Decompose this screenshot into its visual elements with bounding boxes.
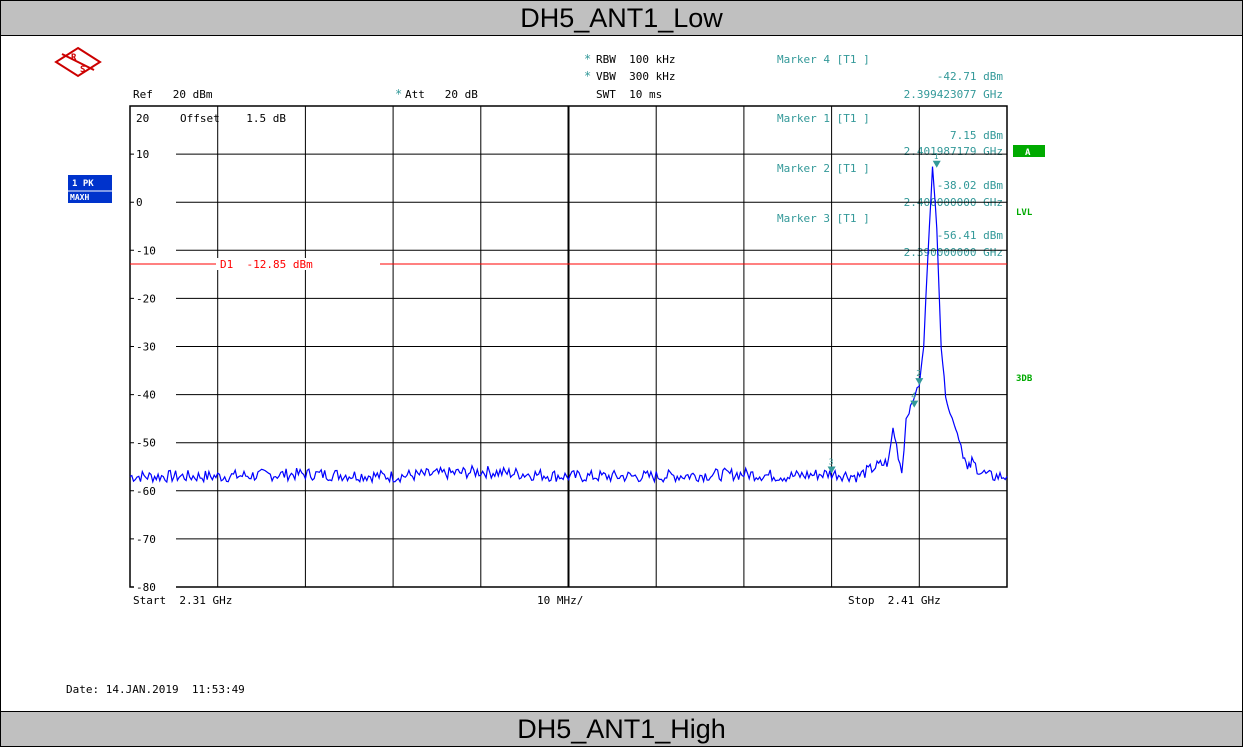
offset-label: Offset 1.5 dB	[180, 112, 286, 125]
display-line-label: D1 -12.85 dBm	[220, 258, 313, 271]
att-label: Att 20 dB	[405, 88, 478, 101]
y-tick-label: -70	[136, 533, 156, 546]
vbw-star: *	[584, 69, 591, 83]
svg-text:S: S	[80, 65, 85, 75]
y-tick-label: -30	[136, 341, 156, 354]
att-star: *	[395, 87, 402, 101]
marker1-label: Marker 1 [T1 ]	[777, 112, 870, 125]
marker2-label: Marker 2 [T1 ]	[777, 162, 870, 175]
db3-label: 3DB	[1016, 374, 1033, 384]
rbw-star: *	[584, 52, 591, 66]
marker-4-label: 4	[911, 392, 916, 401]
y-tick-label-bg	[134, 292, 176, 305]
marker4-freq: 2.399423077 GHz	[904, 88, 1003, 101]
marker4-level: -42.71 dBm	[937, 70, 1004, 83]
marker-2-icon	[915, 378, 924, 386]
trace-badge-pk: 1 PK	[72, 179, 94, 189]
y-tick-label: -10	[136, 244, 156, 257]
trace-line	[129, 166, 1008, 485]
y-axis-ticks: 20 10 0 -10 -20 -30 -40 -50 -60 -70 -80	[134, 112, 176, 594]
y-tick-label-bg	[134, 196, 176, 209]
stop-freq: Stop 2.41 GHz	[848, 594, 941, 607]
y-tick-label-bg	[134, 148, 176, 161]
marker1-freq: 2.401987179 GHz	[904, 145, 1003, 158]
y-tick-label-bg	[134, 581, 176, 593]
vbw-label: VBW 300 kHz	[596, 70, 675, 83]
a-badge-label: A	[1025, 148, 1031, 158]
y-tick-label: -50	[136, 437, 156, 450]
plot-border	[129, 105, 1008, 588]
marker4-label: Marker 4 [T1 ]	[777, 53, 870, 66]
y-tick-label-bg	[134, 484, 176, 497]
plot-grid	[130, 106, 1007, 587]
marker-readouts: Marker 4 [T1 ] -42.71 dBm 2.399423077 GH…	[777, 53, 1003, 259]
marker-4-icon	[910, 400, 919, 408]
y-tick-label-bg	[134, 244, 176, 257]
y-tick-label-bg	[134, 388, 176, 401]
marker3-level: -56.41 dBm	[937, 229, 1004, 242]
y-tick-label-bg	[134, 532, 176, 545]
y-tick-label-bg	[134, 436, 176, 449]
a-badge	[1013, 145, 1045, 157]
ref-label: Ref 20 dBm	[133, 88, 213, 101]
marker3-label: Marker 3 [T1 ]	[777, 212, 870, 225]
marker1-level: 7.15 dBm	[950, 129, 1003, 142]
marker-2-label: 2	[916, 369, 921, 378]
title-top: DH5_ANT1_Low	[0, 0, 1243, 36]
y-tick-label: 0	[136, 196, 143, 209]
marker2-level: -38.02 dBm	[937, 179, 1004, 192]
trace-badge: 1 PK MAXH	[68, 175, 112, 203]
marker-1-icon	[932, 160, 941, 168]
display-line-label-bg	[216, 258, 380, 271]
y-tick-label: -40	[136, 389, 156, 402]
marker-3-icon	[827, 466, 836, 474]
y-tick-label-bg	[134, 340, 176, 353]
markers: 1 2 3 4	[827, 152, 941, 474]
rs-logo-icon: R S	[54, 46, 102, 78]
start-freq: Start 2.31 GHz	[133, 594, 232, 607]
marker3-freq: 2.390000000 GHz	[904, 246, 1003, 259]
title-bottom: DH5_ANT1_High	[0, 711, 1243, 747]
swt-label: SWT 10 ms	[596, 88, 662, 101]
lvl-label: LVL	[1016, 208, 1033, 218]
span-per-div: 10 MHz/	[537, 594, 583, 607]
y-tick-label: -80	[136, 581, 156, 594]
y-tick-label: 20	[136, 112, 149, 125]
svg-text:R: R	[71, 53, 77, 63]
trace-badge-maxh: MAXH	[70, 193, 89, 202]
y-tick-label: 10	[136, 148, 149, 161]
y-tick-label: -20	[136, 292, 156, 305]
y-tick-label: -60	[136, 485, 156, 498]
marker-1-label: 1	[934, 152, 939, 161]
marker-3-label: 3	[829, 458, 834, 467]
rbw-label: RBW 100 kHz	[596, 53, 675, 66]
date-stamp: Date: 14.JAN.2019 11:53:49	[66, 683, 245, 696]
